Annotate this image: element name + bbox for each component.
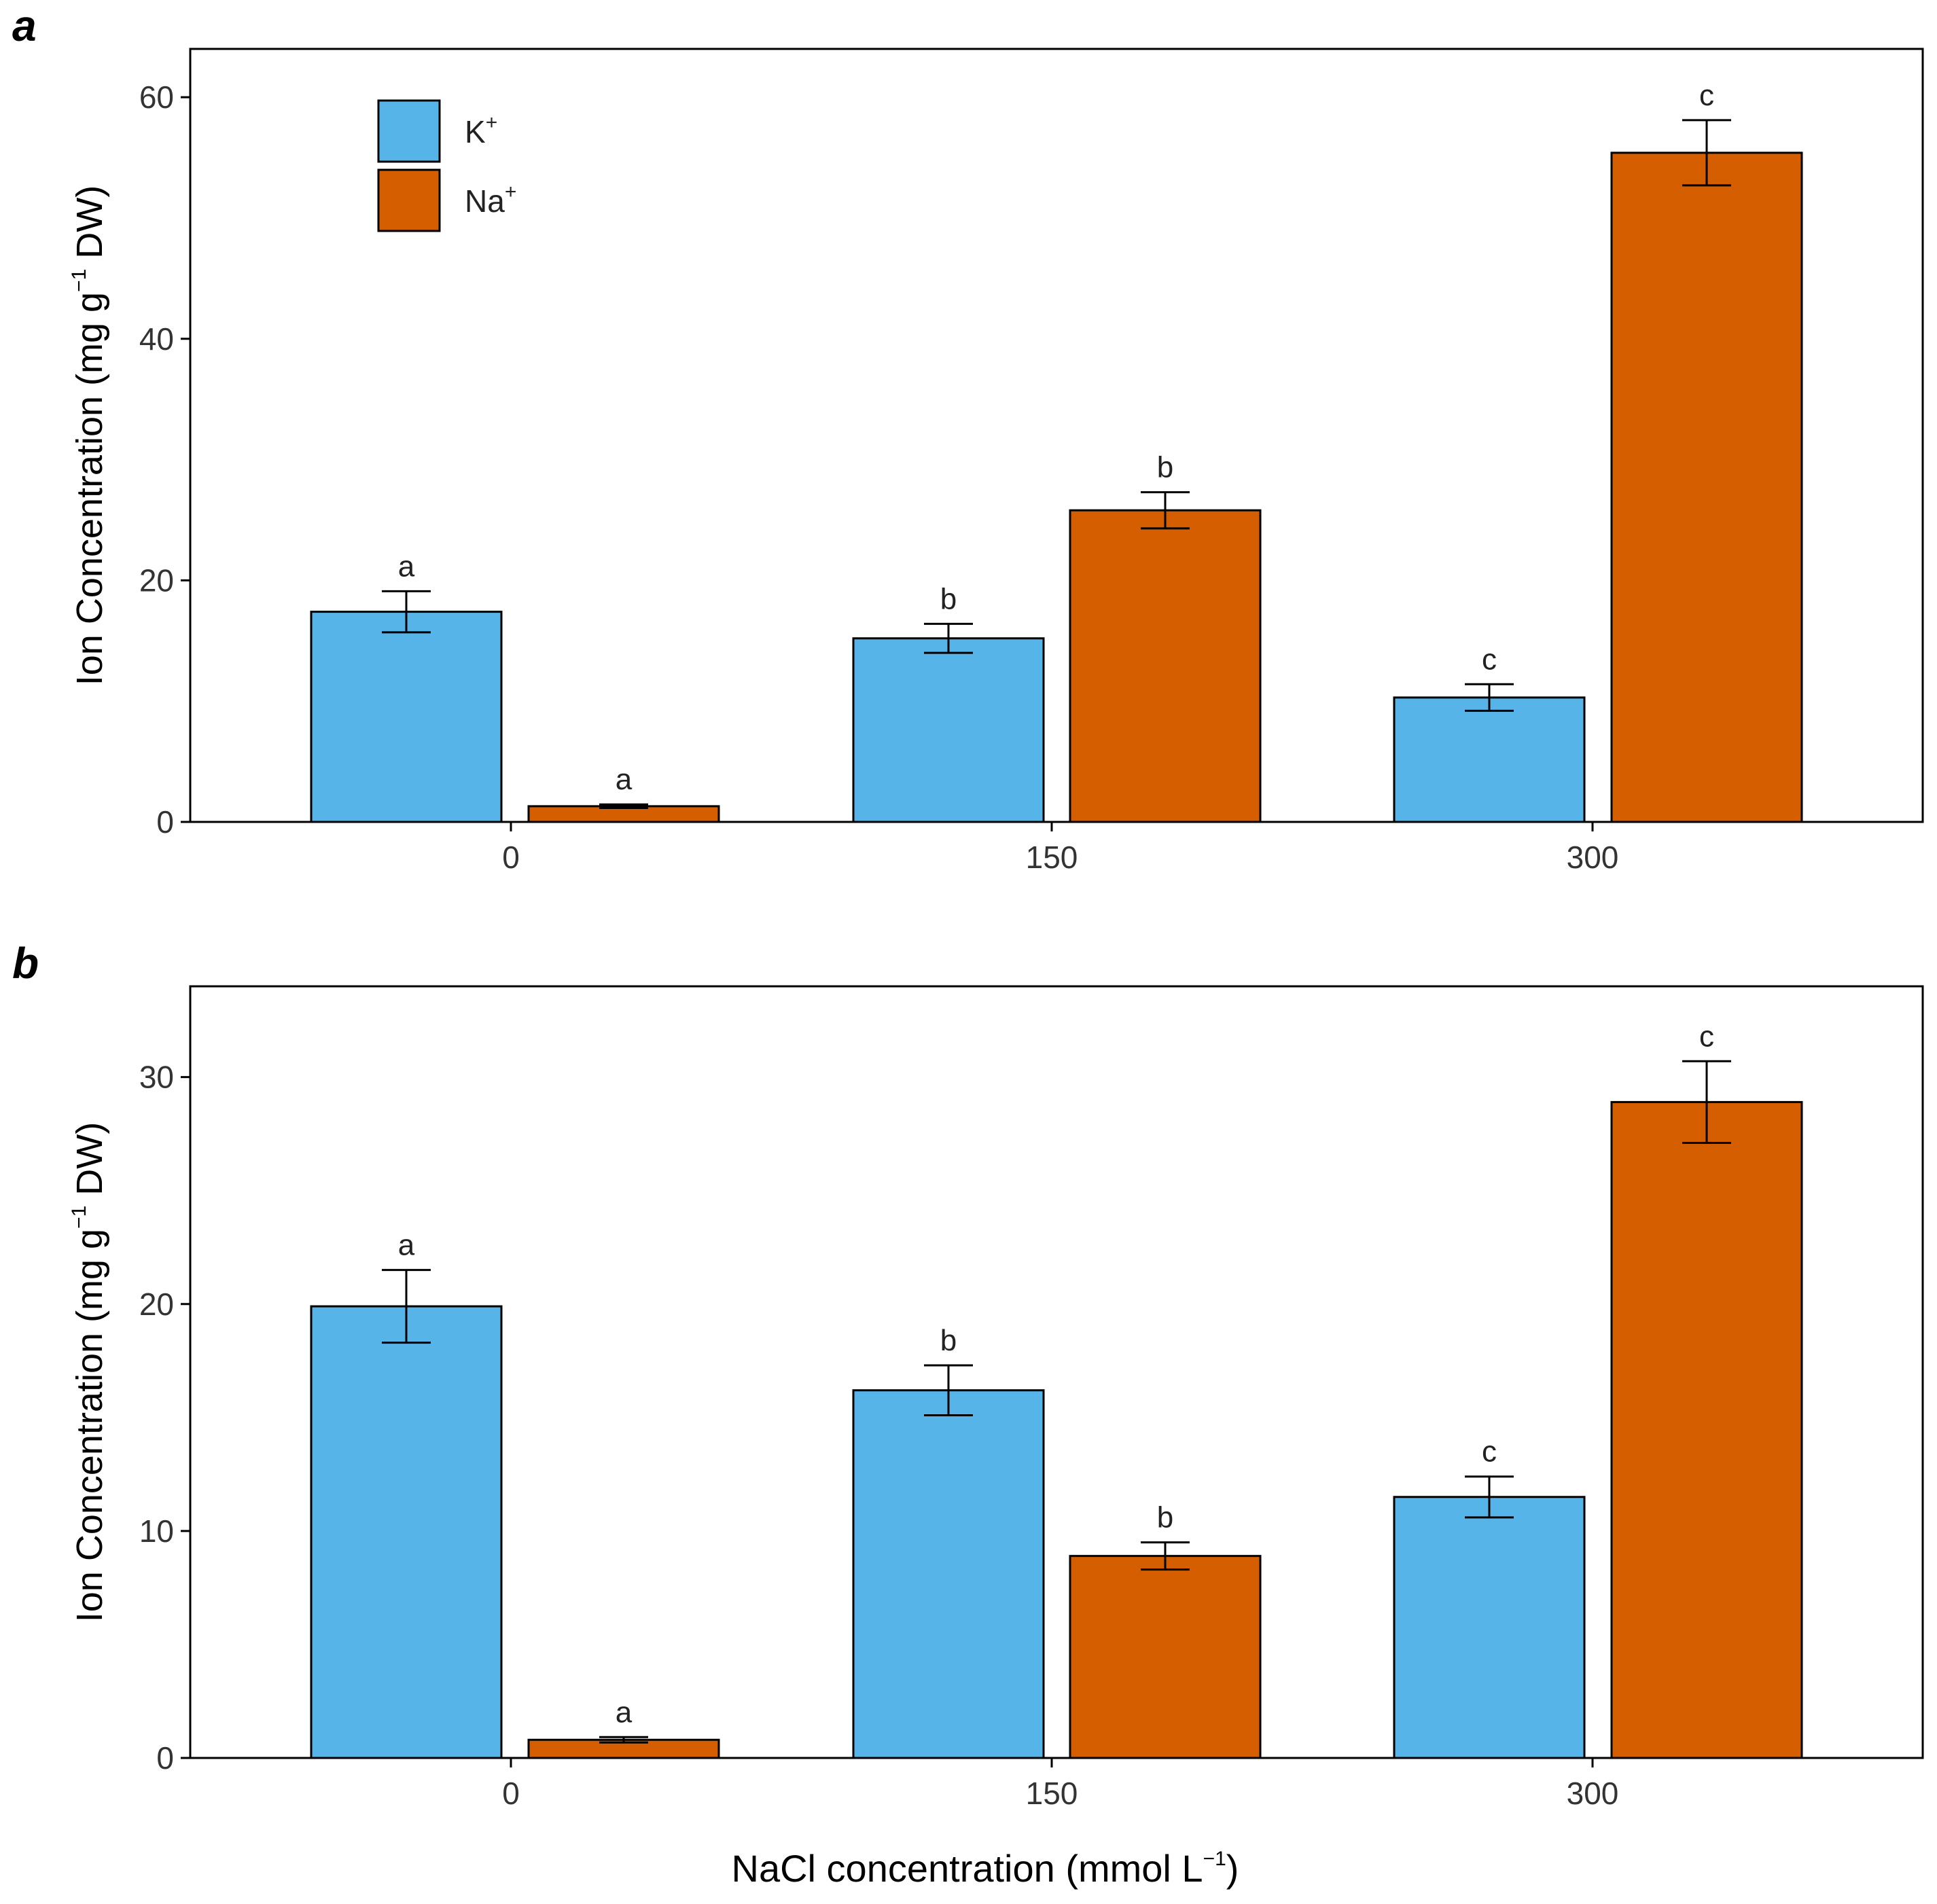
panel-label-a: a xyxy=(12,1,37,50)
y-tick-label: 20 xyxy=(139,1287,174,1322)
bar-na-300 xyxy=(1610,1100,1803,1759)
y-tick-label: 0 xyxy=(156,1740,174,1776)
significance-letter: c xyxy=(1482,643,1497,676)
x-axis-label: NaCl concentration (mmol L−1) xyxy=(732,1847,1239,1890)
legend-label-na: Na+ xyxy=(465,181,516,219)
legend-swatch-na xyxy=(377,168,441,232)
y-tick-label: 10 xyxy=(139,1513,174,1549)
panel-a: a a b c a b c 0 20 40 60 0 150 300 Ion Concentration (… xyxy=(12,1,1924,875)
y-axis-label: Ion Concentration (mg g−1 DW) xyxy=(68,1122,110,1623)
y-tick-label: 40 xyxy=(139,321,174,357)
bar-k-150 xyxy=(852,1389,1045,1759)
bar-k-150 xyxy=(852,637,1045,823)
x-axis-label-end: ) xyxy=(1226,1847,1239,1890)
panel-label-b: b xyxy=(12,939,39,988)
significance-letter: a xyxy=(616,1695,633,1729)
x-tick-label: 0 xyxy=(502,840,520,875)
bar-k-0 xyxy=(310,1305,503,1759)
significance-letter: b xyxy=(940,1324,957,1357)
legend-label-name: K xyxy=(465,114,486,149)
x-tick-label: 0 xyxy=(502,1776,520,1811)
y-tick-label: 30 xyxy=(139,1060,174,1095)
y-axis-label-end: DW) xyxy=(69,1122,110,1206)
legend: K+Na+ xyxy=(377,99,516,232)
legend-swatch-k xyxy=(377,99,441,163)
bar-k-300 xyxy=(1393,696,1586,823)
y-axis-label-sup: −1 xyxy=(68,1206,90,1229)
y-axis-label: Ion Concentration (mg g−1 DW) xyxy=(68,185,110,686)
bar-na-300 xyxy=(1610,151,1803,823)
significance-letter: b xyxy=(1157,1501,1173,1534)
significance-letter: a xyxy=(398,1229,415,1262)
significance-letter: c xyxy=(1699,1020,1714,1053)
legend-label-k: K+ xyxy=(465,111,497,149)
x-tick-label: 300 xyxy=(1567,1776,1619,1811)
y-tick-label: 20 xyxy=(139,562,174,598)
significance-letter: b xyxy=(940,582,957,615)
significance-letter: c xyxy=(1699,79,1714,112)
legend-label-sup: + xyxy=(505,181,517,203)
plot-frame xyxy=(189,48,1924,823)
legend-label-sup: + xyxy=(486,111,498,134)
significance-letter: b xyxy=(1157,451,1173,484)
significance-letter: a xyxy=(398,550,415,583)
bar-k-0 xyxy=(310,611,503,823)
y-tick-label: 0 xyxy=(156,804,174,840)
y-axis-label-main: Ion Concentration (mg g xyxy=(69,1229,110,1622)
y-axis-label-end: DW) xyxy=(69,185,110,269)
bar-na-150 xyxy=(1069,1555,1262,1759)
x-axis-label-sup: −1 xyxy=(1203,1848,1226,1870)
y-axis-label-sup: −1 xyxy=(68,269,90,292)
significance-letter: a xyxy=(616,763,633,796)
bar-k-300 xyxy=(1393,1496,1586,1759)
x-axis-label-main: NaCl concentration (mmol L xyxy=(732,1847,1203,1890)
significance-letter: c xyxy=(1482,1435,1497,1469)
x-tick-label: 150 xyxy=(1026,1776,1078,1811)
legend-label-name: Na xyxy=(465,183,505,219)
y-axis-label-main: Ion Concentration (mg g xyxy=(69,292,110,685)
bar-na-150 xyxy=(1069,509,1262,823)
plot-frame xyxy=(189,985,1924,1759)
y-tick-label: 60 xyxy=(139,79,174,115)
x-tick-label: 150 xyxy=(1026,840,1078,875)
x-tick-label: 300 xyxy=(1567,840,1619,875)
